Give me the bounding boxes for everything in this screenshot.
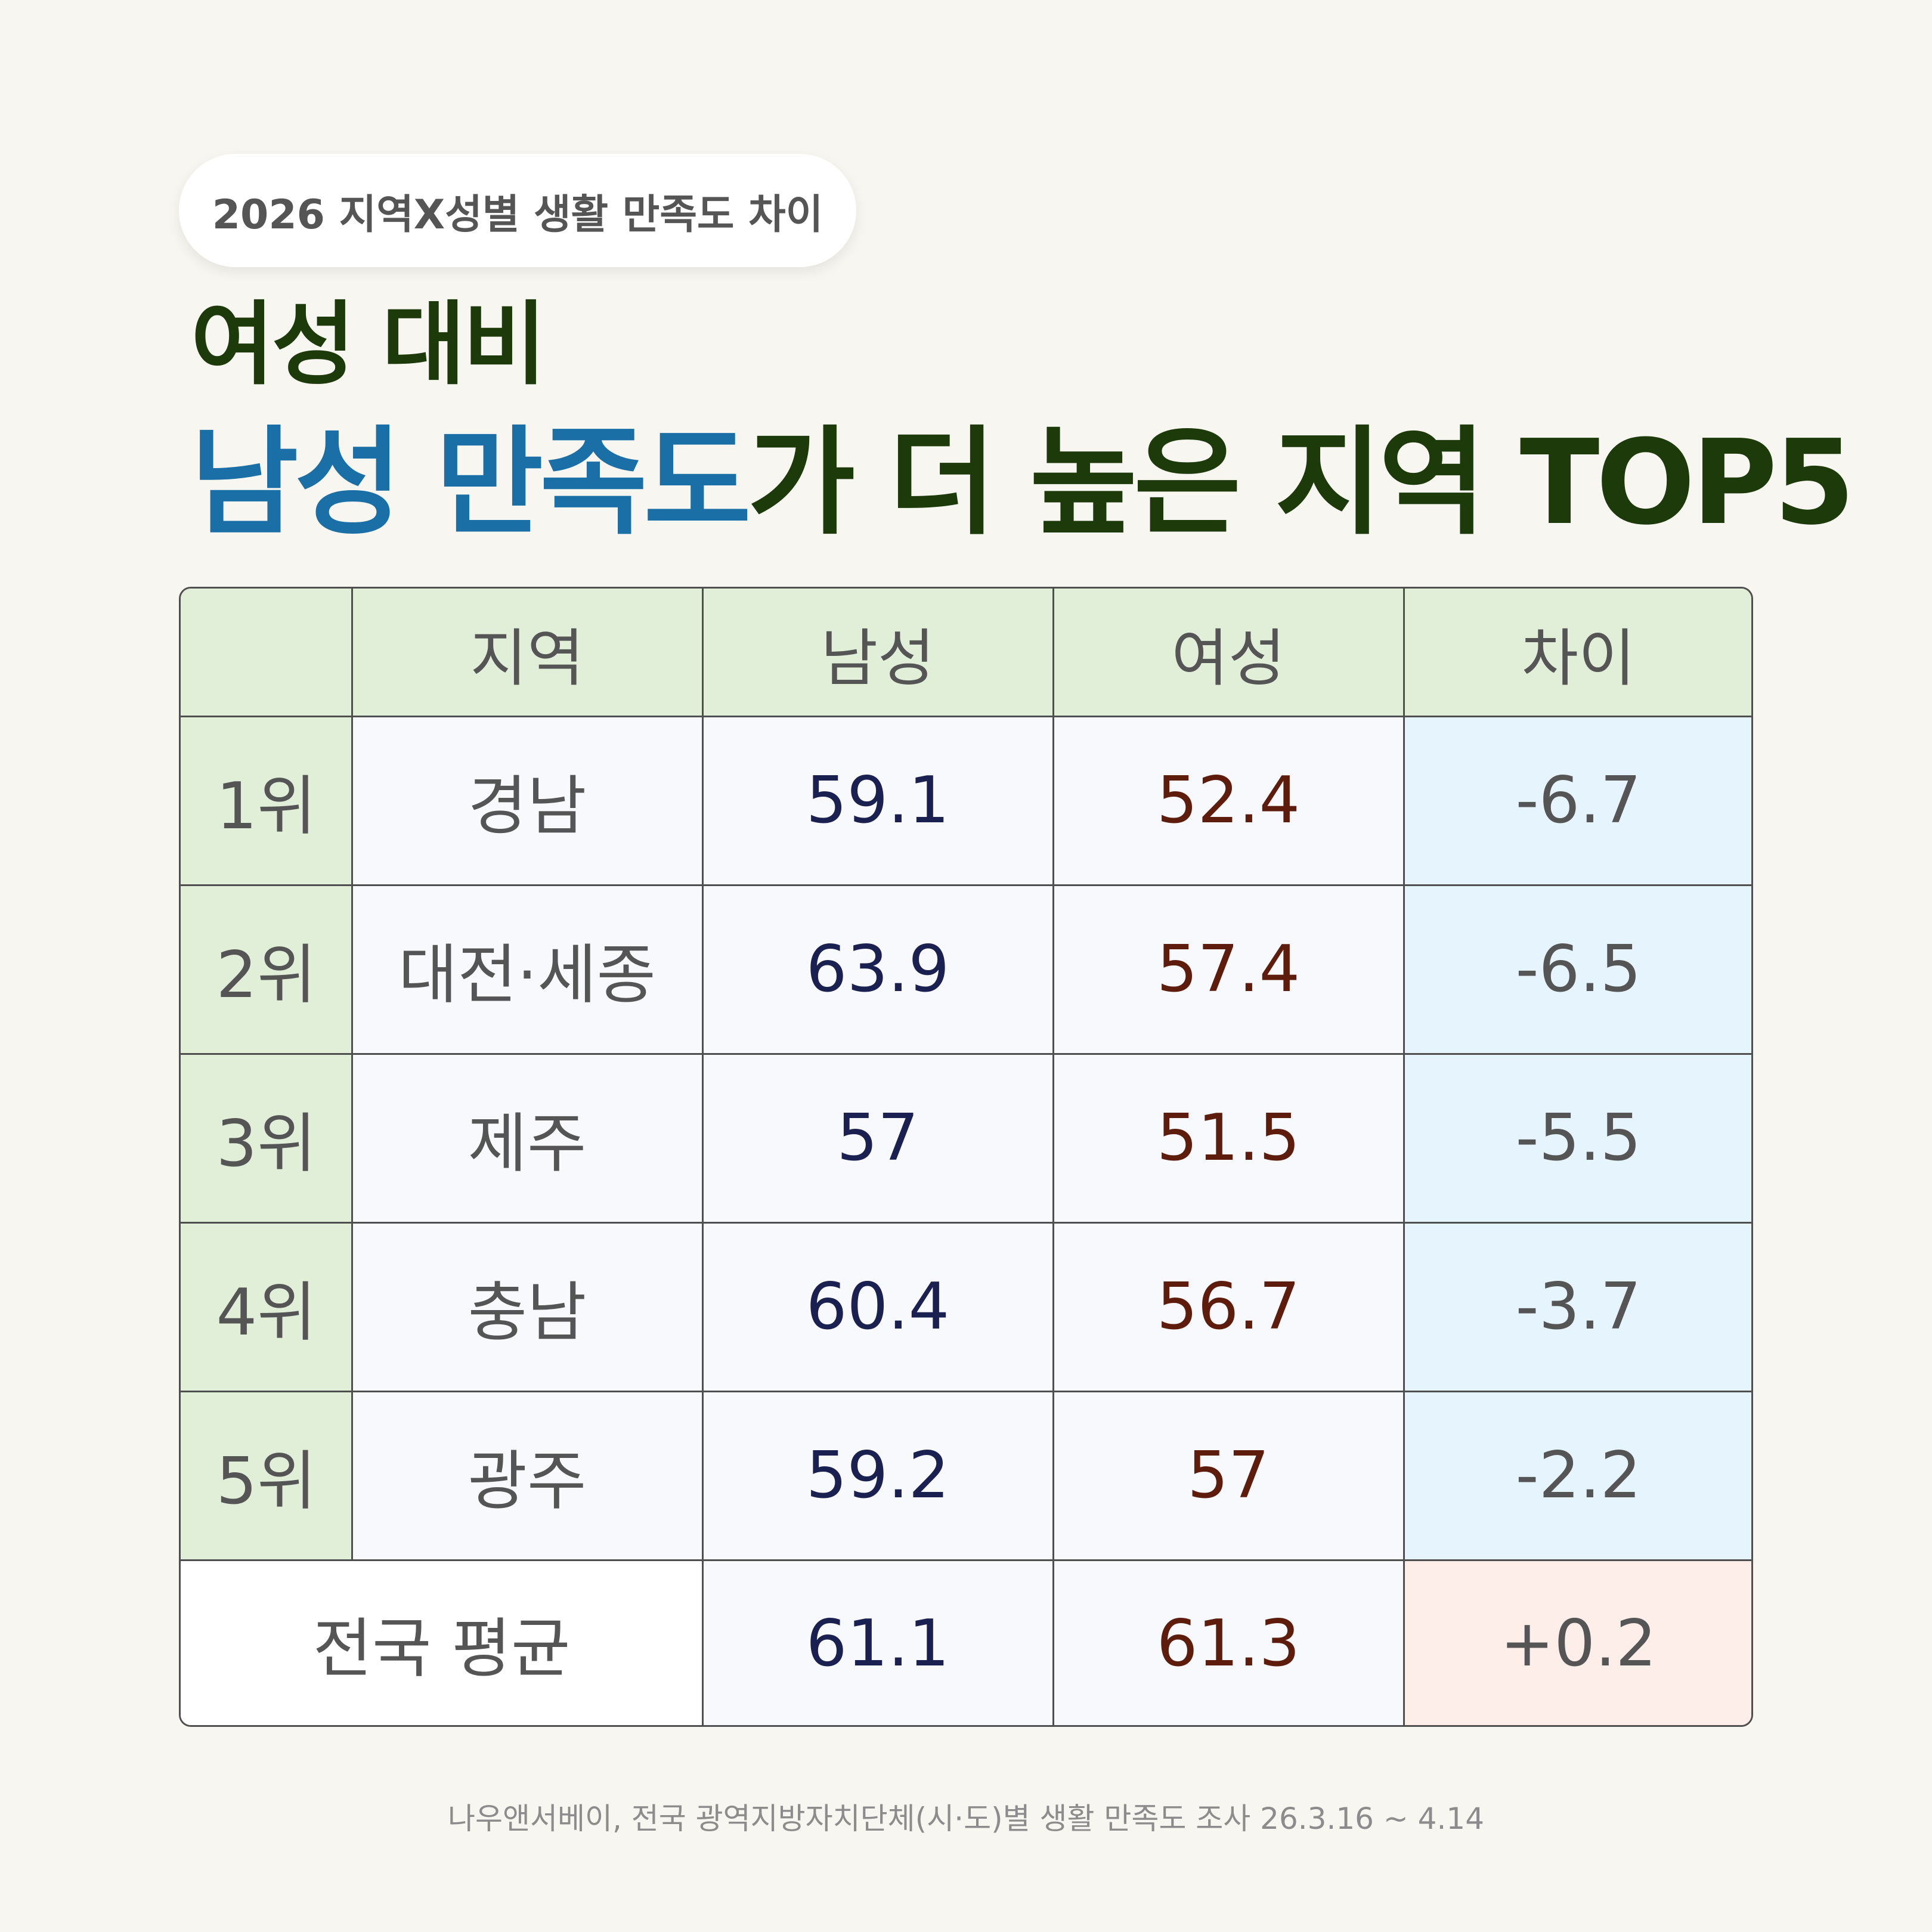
row-divider — [181, 1391, 1751, 1392]
male-score-cell: 60.4 — [702, 1222, 1053, 1391]
rank-cell: 1위 — [181, 716, 352, 885]
header-female: 여성 — [1053, 589, 1404, 716]
category-badge: 2026 지역X성별 생활 만족도 차이 — [179, 154, 856, 267]
difference-cell: -2.2 — [1404, 1391, 1751, 1560]
national-average-label: 전국 평균 — [181, 1560, 702, 1725]
average-difference-cell: +0.2 — [1404, 1560, 1751, 1725]
female-score-cell: 56.7 — [1053, 1222, 1404, 1391]
male-score-cell: 59.2 — [702, 1391, 1053, 1560]
header-rank-empty — [181, 589, 352, 716]
title-line-1: 여성 대비 — [191, 292, 546, 397]
difference-cell: -6.7 — [1404, 716, 1751, 885]
column-divider — [1403, 589, 1405, 1725]
source-note: 나우앤서베이, 전국 광역지방자치단체(시·도)별 생활 만족도 조사 26.3… — [447, 1801, 1484, 1836]
rank-cell: 3위 — [181, 1054, 352, 1222]
difference-cell: -3.7 — [1404, 1222, 1751, 1391]
rank-cell: 5위 — [181, 1391, 352, 1560]
ranking-table: 지역 남성 여성 차이 1위 경남 59.1 52.4 -6.7 2위 대전·세종 63.9 57.4-… — [179, 587, 1753, 1727]
female-score-cell: 57.4 — [1053, 885, 1404, 1054]
title-rest: 가 더 높은 지역 TOP5 — [747, 415, 1855, 551]
column-divider — [351, 589, 353, 1560]
header-diff: 차이 — [1404, 589, 1751, 716]
region-cell: 제주 — [352, 1054, 702, 1222]
region-cell: 경남 — [352, 716, 702, 885]
male-score-cell: 57 — [702, 1054, 1053, 1222]
female-score-cell: 52.4 — [1053, 716, 1404, 885]
row-divider — [181, 1053, 1751, 1055]
difference-cell: -5.5 — [1404, 1054, 1751, 1222]
title-line-2: 남성 만족도가 더 높은 지역 TOP5 — [191, 411, 1855, 555]
header-region: 지역 — [352, 589, 702, 716]
row-divider — [181, 1559, 1751, 1561]
female-score-cell: 51.5 — [1053, 1054, 1404, 1222]
male-score-cell: 63.9 — [702, 885, 1053, 1054]
column-divider — [1052, 589, 1054, 1725]
difference-cell: -6.5 — [1404, 885, 1751, 1054]
row-divider — [181, 884, 1751, 886]
column-divider — [702, 589, 704, 1725]
row-divider — [181, 716, 1751, 717]
region-cell: 충남 — [352, 1222, 702, 1391]
header-male: 남성 — [702, 589, 1053, 716]
average-male-cell: 61.1 — [702, 1560, 1053, 1725]
average-female-cell: 61.3 — [1053, 1560, 1404, 1725]
category-badge-text: 2026 지역X성별 생활 만족도 차이 — [212, 191, 823, 239]
region-cell: 광주 — [352, 1391, 702, 1560]
rank-cell: 4위 — [181, 1222, 352, 1391]
row-divider — [181, 1222, 1751, 1224]
title-highlight: 남성 만족도 — [191, 415, 751, 551]
rank-cell: 2위 — [181, 885, 352, 1054]
female-score-cell: 57 — [1053, 1391, 1404, 1560]
region-cell: 대전·세종 — [352, 885, 702, 1054]
male-score-cell: 59.1 — [702, 716, 1053, 885]
